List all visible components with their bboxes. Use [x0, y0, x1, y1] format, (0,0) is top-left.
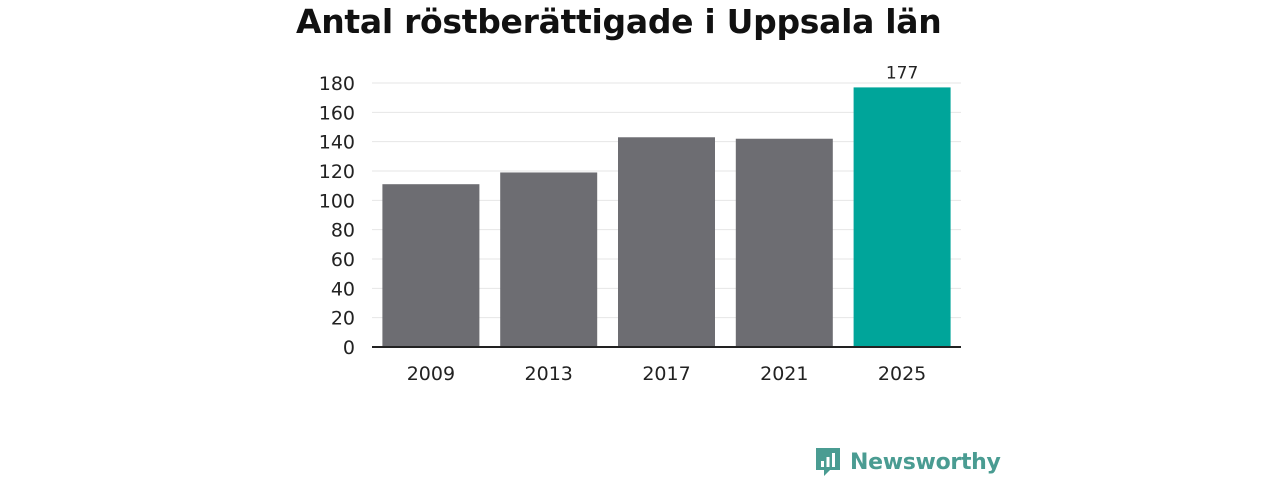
x-tick-label: 2017 [642, 363, 690, 385]
bar [735, 138, 833, 347]
y-tick-label: 40 [331, 278, 355, 300]
bar-chart: 0 20 40 60 80 100 120 140 160 180 2009 2013 2017 2021… [319, 63, 961, 385]
x-tick-label: 2025 [878, 363, 926, 385]
y-tick-label: 120 [319, 161, 355, 183]
newsworthy-bar-chart-icon [816, 448, 840, 476]
bar [853, 87, 951, 348]
y-tick-label: 180 [319, 73, 355, 95]
x-tick-label: 2013 [525, 363, 573, 385]
bar [500, 172, 598, 347]
y-tick-label: 100 [319, 190, 355, 212]
x-tick-label: 2009 [407, 363, 455, 385]
y-tick-label: 140 [319, 132, 355, 154]
chart-title: Antal röstberättigade i Uppsala län [296, 2, 942, 41]
y-tick-label: 80 [331, 220, 355, 242]
y-tick-label: 20 [331, 308, 355, 330]
x-tick-label: 2021 [760, 363, 808, 385]
data-label: 177 [886, 63, 918, 83]
y-tick-label: 60 [331, 249, 355, 271]
y-tick-label: 0 [343, 337, 355, 359]
bar [382, 184, 480, 347]
newsworthy-logo: Newsworthy [814, 446, 1001, 478]
brand-name: Newsworthy [850, 449, 1001, 475]
y-tick-label: 160 [319, 102, 355, 124]
bar [618, 137, 715, 347]
